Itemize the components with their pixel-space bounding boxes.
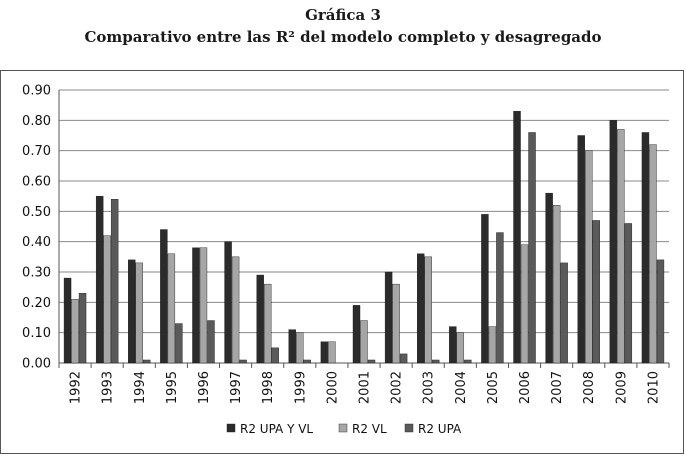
bar bbox=[63, 277, 72, 364]
bar bbox=[110, 198, 119, 364]
bar bbox=[417, 253, 425, 364]
x-tick-label: 1994 bbox=[133, 371, 148, 404]
bar bbox=[367, 359, 376, 364]
x-tick-label: 1993 bbox=[101, 371, 116, 404]
x-tick-label: 1996 bbox=[197, 371, 212, 404]
y-tick-label: 0.40 bbox=[22, 235, 51, 250]
bar bbox=[641, 132, 650, 364]
bar bbox=[128, 259, 136, 364]
legend-label: R2 UPA bbox=[418, 422, 462, 436]
x-tick-label: 2004 bbox=[454, 371, 469, 404]
bar bbox=[649, 144, 657, 364]
bar bbox=[256, 274, 264, 364]
bar bbox=[207, 320, 215, 364]
y-tick-label: 0.70 bbox=[22, 144, 51, 159]
y-tick-label: 0.10 bbox=[22, 326, 51, 341]
bar bbox=[424, 256, 432, 364]
bar bbox=[592, 220, 600, 364]
bar bbox=[71, 299, 79, 364]
x-tick-label: 1992 bbox=[69, 371, 84, 404]
chart-frame: 0.00 0.10 0.20 0.30 0.40 0.50 0.60 0.70 0.80 0.90… bbox=[0, 70, 684, 454]
bar bbox=[656, 259, 665, 364]
bar bbox=[464, 359, 472, 364]
chart-title: Gráfica 3 bbox=[305, 6, 381, 24]
legend-swatch bbox=[338, 423, 348, 433]
y-tick-label: 0.50 bbox=[22, 205, 51, 220]
bar bbox=[95, 195, 104, 364]
bar bbox=[160, 229, 168, 364]
bar-chart: 0.00 0.10 0.20 0.30 0.40 0.50 0.60 0.70 0.80 0.90… bbox=[22, 84, 670, 436]
x-tick-label: 1998 bbox=[261, 371, 276, 404]
bar bbox=[199, 247, 208, 364]
x-tick-label: 2003 bbox=[422, 371, 437, 404]
y-tick-label: 0.20 bbox=[22, 296, 51, 311]
x-tick-label: 2002 bbox=[390, 371, 405, 404]
bar bbox=[399, 353, 408, 364]
bar bbox=[520, 244, 529, 364]
bar bbox=[360, 320, 368, 364]
bar bbox=[449, 326, 457, 364]
bar bbox=[303, 359, 311, 364]
legend-label: R2 UPA Y VL bbox=[240, 422, 313, 436]
bar bbox=[432, 359, 440, 364]
bar bbox=[392, 283, 400, 364]
bar bbox=[263, 283, 272, 364]
bar bbox=[617, 129, 625, 364]
bar bbox=[103, 235, 111, 364]
x-tick-label: 2007 bbox=[550, 371, 565, 404]
bar bbox=[143, 359, 151, 364]
bar bbox=[624, 223, 633, 364]
bar bbox=[271, 347, 279, 364]
legend-label: R2 VL bbox=[352, 422, 387, 436]
bar bbox=[288, 329, 296, 364]
x-tick-label: 2005 bbox=[486, 371, 501, 404]
bar bbox=[488, 326, 497, 364]
y-tick-label: 0.60 bbox=[22, 175, 51, 190]
bar bbox=[585, 150, 593, 364]
bar bbox=[545, 192, 553, 364]
y-tick-label: 0.00 bbox=[22, 357, 51, 372]
legend-swatch bbox=[404, 423, 414, 433]
bar bbox=[135, 262, 143, 364]
bar bbox=[192, 247, 200, 364]
x-tick-label: 2006 bbox=[518, 371, 533, 404]
x-tick-label: 1999 bbox=[293, 371, 308, 404]
x-tick-label: 2009 bbox=[614, 371, 629, 404]
x-tick-label: 1997 bbox=[229, 371, 244, 404]
x-tick-label: 2000 bbox=[325, 371, 340, 404]
x-tick-label: 1995 bbox=[165, 371, 180, 404]
bar bbox=[175, 323, 183, 364]
bar bbox=[78, 293, 87, 364]
bar bbox=[577, 135, 585, 364]
bar bbox=[481, 214, 489, 364]
x-tick-label: 2001 bbox=[358, 371, 373, 404]
x-tick-label: 2008 bbox=[582, 371, 597, 404]
y-tick-label: 0.90 bbox=[22, 84, 51, 99]
bar bbox=[456, 332, 465, 364]
chart-subtitle: Comparativo entre las R² del modelo comp… bbox=[84, 28, 602, 46]
x-tick-label: 2010 bbox=[646, 371, 661, 404]
legend-swatch bbox=[226, 423, 236, 433]
bar bbox=[560, 262, 568, 364]
bar bbox=[384, 271, 393, 364]
bar bbox=[231, 256, 240, 364]
bar bbox=[320, 341, 329, 364]
bar bbox=[328, 341, 336, 364]
bar bbox=[167, 253, 176, 364]
bar bbox=[513, 111, 521, 364]
y-tick-label: 0.30 bbox=[22, 266, 51, 281]
bar bbox=[239, 359, 247, 364]
bar bbox=[352, 305, 361, 364]
bar bbox=[224, 241, 232, 364]
y-tick-label: 0.80 bbox=[22, 114, 51, 129]
bar bbox=[609, 120, 618, 364]
bar bbox=[496, 232, 504, 364]
bar bbox=[296, 332, 304, 364]
bar bbox=[552, 205, 561, 364]
bar bbox=[528, 132, 536, 364]
